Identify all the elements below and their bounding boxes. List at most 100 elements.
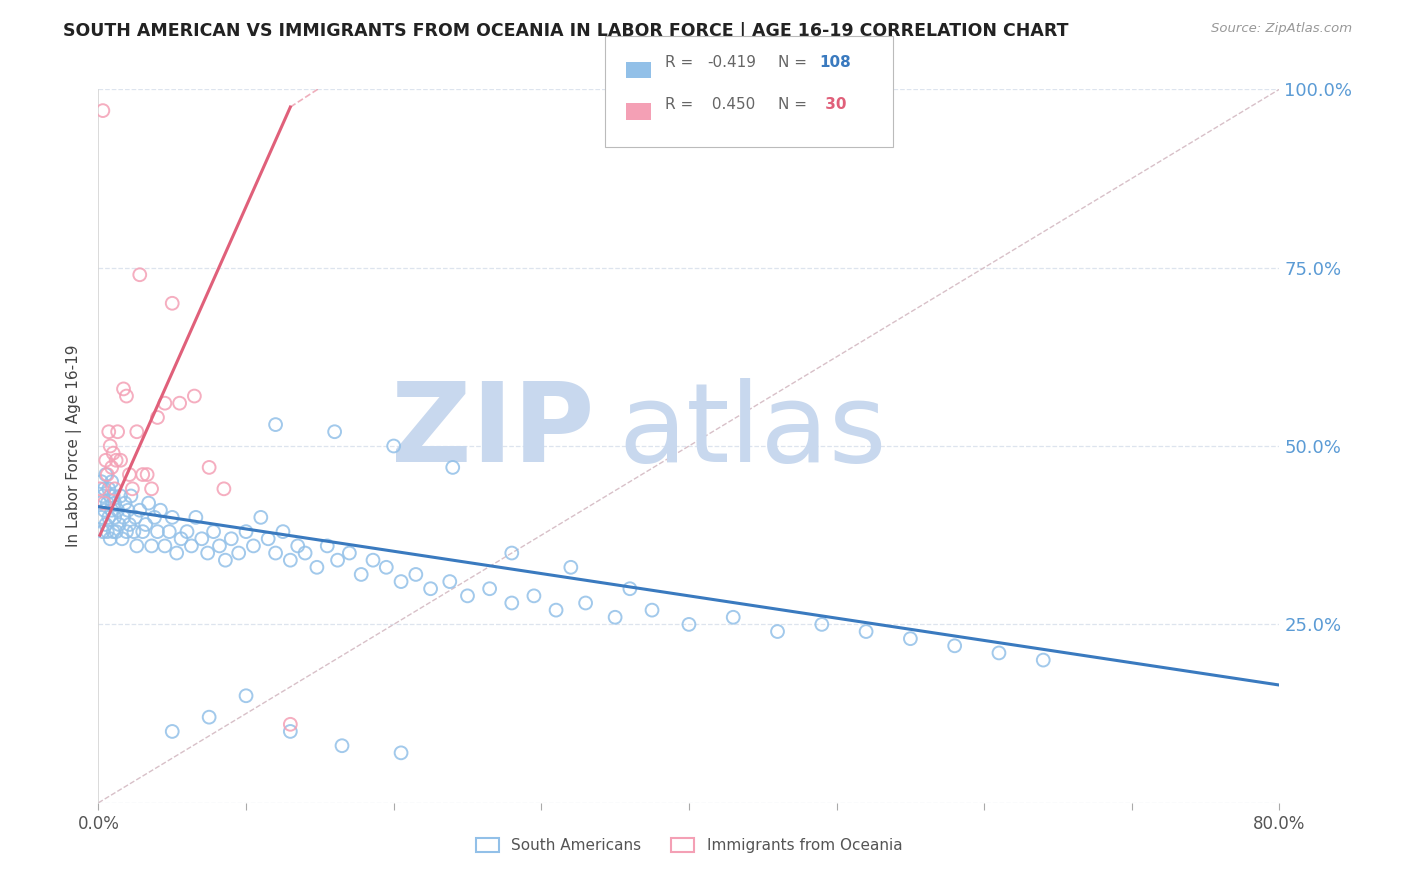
- Point: [326, 553, 349, 567]
- Point: [118, 467, 141, 482]
- Point: [202, 524, 225, 539]
- Point: [103, 489, 125, 503]
- Point: [143, 510, 166, 524]
- Point: [988, 646, 1011, 660]
- Point: [169, 396, 191, 410]
- Point: [228, 546, 250, 560]
- Point: [94, 467, 117, 482]
- Point: [110, 453, 132, 467]
- Point: [93, 496, 115, 510]
- Point: [108, 517, 131, 532]
- Point: [305, 560, 328, 574]
- Point: [146, 410, 169, 425]
- Point: [235, 524, 257, 539]
- Point: [900, 632, 922, 646]
- Point: [162, 724, 183, 739]
- Point: [105, 524, 128, 539]
- Point: [149, 503, 172, 517]
- Point: [235, 689, 257, 703]
- Point: [124, 510, 146, 524]
- Point: [419, 582, 441, 596]
- Text: atlas: atlas: [619, 378, 887, 485]
- Point: [103, 524, 125, 539]
- Point: [153, 396, 176, 410]
- Point: [212, 482, 235, 496]
- Text: 0.450: 0.450: [707, 97, 755, 112]
- Point: [382, 439, 405, 453]
- Point: [98, 439, 121, 453]
- Text: -0.419: -0.419: [707, 55, 756, 70]
- Point: [250, 510, 273, 524]
- Text: ZIP: ZIP: [391, 378, 595, 485]
- Text: SOUTH AMERICAN VS IMMIGRANTS FROM OCEANIA IN LABOR FORCE | AGE 16-19 CORRELATION: SOUTH AMERICAN VS IMMIGRANTS FROM OCEANI…: [63, 22, 1069, 40]
- Point: [184, 510, 207, 524]
- Text: 30: 30: [820, 97, 846, 112]
- Point: [132, 524, 155, 539]
- Point: [546, 603, 568, 617]
- Point: [943, 639, 966, 653]
- Point: [132, 467, 155, 482]
- Point: [264, 417, 287, 432]
- Point: [810, 617, 832, 632]
- Point: [170, 532, 193, 546]
- Point: [96, 524, 118, 539]
- Point: [198, 460, 221, 475]
- Point: [287, 539, 309, 553]
- Point: [97, 425, 120, 439]
- Point: [176, 524, 198, 539]
- Point: [97, 510, 120, 524]
- Point: [389, 574, 412, 589]
- Point: [135, 517, 157, 532]
- Point: [501, 596, 523, 610]
- Point: [457, 589, 479, 603]
- Point: [641, 603, 664, 617]
- Point: [162, 296, 183, 310]
- Y-axis label: In Labor Force | Age 16-19: In Labor Force | Age 16-19: [66, 344, 83, 548]
- Point: [104, 496, 127, 510]
- Point: [146, 524, 169, 539]
- Point: [280, 724, 302, 739]
- Point: [93, 503, 115, 517]
- Point: [90, 475, 112, 489]
- Point: [208, 539, 231, 553]
- Text: N =: N =: [778, 55, 811, 70]
- Point: [191, 532, 214, 546]
- Point: [89, 482, 111, 496]
- Point: [153, 539, 176, 553]
- Text: R =: R =: [665, 55, 699, 70]
- Point: [405, 567, 427, 582]
- Point: [257, 532, 280, 546]
- Point: [501, 546, 523, 560]
- Point: [91, 524, 114, 539]
- Point: [330, 739, 353, 753]
- Point: [242, 539, 264, 553]
- Point: [100, 460, 122, 475]
- Point: [264, 546, 287, 560]
- Point: [198, 710, 221, 724]
- Point: [162, 510, 183, 524]
- Point: [138, 496, 160, 510]
- Point: [115, 389, 138, 403]
- Point: [107, 425, 129, 439]
- Point: [339, 546, 361, 560]
- Point: [104, 482, 127, 496]
- Point: [91, 103, 114, 118]
- Point: [107, 503, 129, 517]
- Point: [214, 553, 236, 567]
- Point: [100, 503, 122, 517]
- Point: [523, 589, 546, 603]
- Point: [294, 546, 316, 560]
- Point: [125, 425, 148, 439]
- Point: [605, 610, 627, 624]
- Point: [112, 382, 135, 396]
- Point: [183, 389, 205, 403]
- Point: [115, 524, 138, 539]
- Point: [180, 539, 202, 553]
- Point: [1032, 653, 1054, 667]
- Point: [619, 582, 641, 596]
- Point: [122, 524, 145, 539]
- Point: [280, 717, 302, 731]
- Point: [118, 517, 141, 532]
- Point: [350, 567, 373, 582]
- Point: [103, 446, 125, 460]
